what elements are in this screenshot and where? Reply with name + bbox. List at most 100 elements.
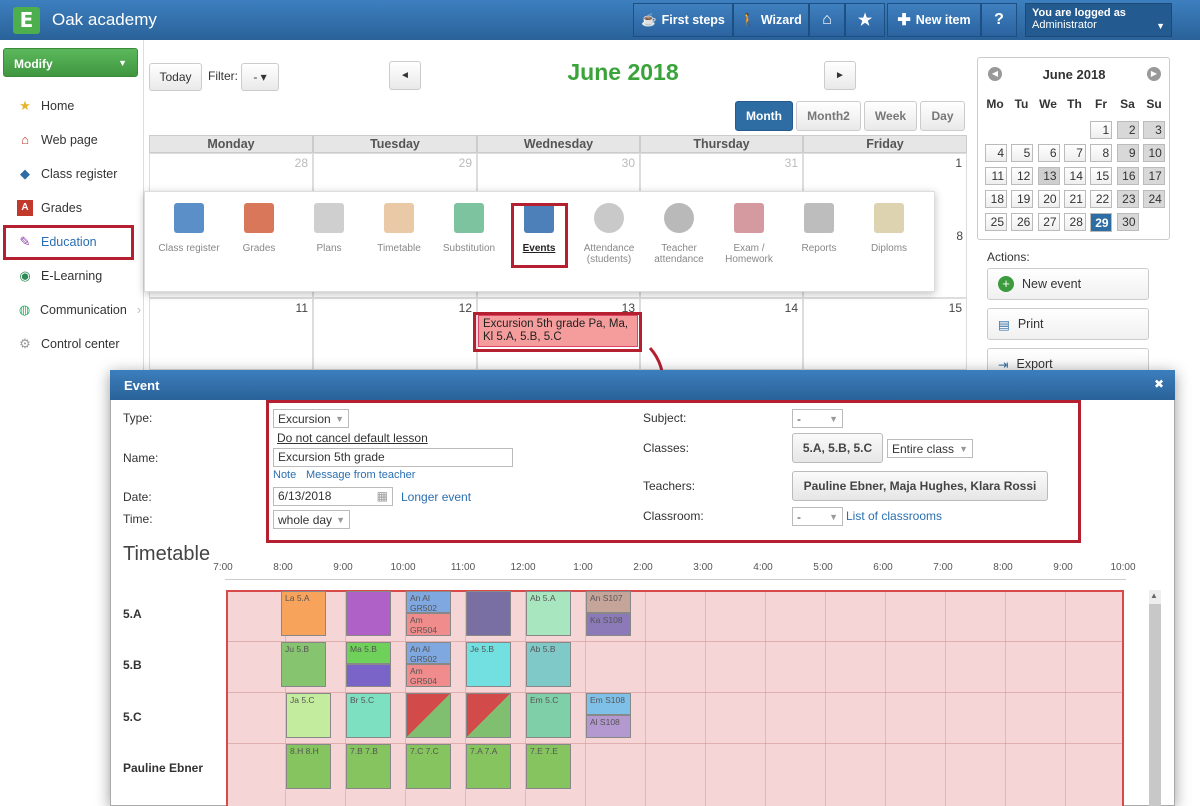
popup-item-plans[interactable]: Plans — [294, 203, 364, 254]
lesson-block[interactable]: 8.H 8.H — [286, 744, 331, 789]
mini-calendar-day[interactable]: 4 — [985, 144, 1007, 162]
mini-calendar-day[interactable]: 3 — [1142, 121, 1165, 139]
mini-calendar-day[interactable]: 29 — [1090, 213, 1113, 232]
lesson-block[interactable] — [466, 591, 511, 636]
lesson-block[interactable]: An Al GR502 — [406, 591, 451, 613]
lesson-block[interactable]: Em 5.C — [526, 693, 571, 738]
lesson-block[interactable]: 7.C 7.C — [406, 744, 451, 789]
view-month-button[interactable]: Month — [735, 101, 793, 131]
popup-item-grades[interactable]: Grades — [224, 203, 294, 254]
mini-calendar-day[interactable]: 27 — [1037, 213, 1060, 231]
wizard-button[interactable]: 🚶 Wizard — [733, 3, 809, 37]
popup-item-class-register[interactable]: Class register — [154, 203, 224, 254]
class-scope-select[interactable]: Entire class ▼ — [887, 439, 973, 458]
note-link[interactable]: Note — [273, 469, 297, 481]
popup-item-timetable[interactable]: Timetable — [364, 203, 434, 254]
no-cancel-lesson-link[interactable]: Do not cancel default lesson — [277, 431, 428, 445]
scroll-up-icon[interactable]: ▲ — [1150, 591, 1158, 600]
print-button[interactable]: ▤ Print — [987, 308, 1149, 340]
popup-item-diploms[interactable]: Diploms — [854, 203, 924, 254]
sidebar-item-control-center[interactable]: ⚙ Control center — [3, 329, 141, 359]
mini-calendar-day[interactable]: 21 — [1063, 190, 1086, 208]
mini-prev-icon[interactable]: ◀ — [988, 67, 1002, 81]
lesson-block[interactable]: 7.A 7.A — [466, 744, 511, 789]
mini-calendar-day[interactable]: 2 — [1116, 121, 1139, 139]
lesson-block[interactable] — [346, 591, 391, 636]
mini-calendar-day[interactable]: 15 — [1090, 167, 1113, 185]
sidebar-item-e-learning[interactable]: ◉ E-Learning — [3, 261, 141, 291]
classroom-select[interactable]: - ▼ — [792, 507, 843, 526]
lesson-block[interactable]: Em S108 — [586, 693, 631, 715]
mini-calendar-day[interactable]: 5 — [1011, 144, 1034, 162]
calendar-day[interactable]: 11 — [149, 298, 313, 370]
lesson-block[interactable]: Ja 5.C — [286, 693, 331, 738]
first-steps-button[interactable]: ☕ First steps — [633, 3, 733, 37]
lesson-block[interactable]: 7.B 7.B — [346, 744, 391, 789]
time-select[interactable]: whole day ▼ — [273, 510, 350, 529]
mini-calendar-day[interactable]: 18 — [985, 190, 1007, 208]
help-button[interactable]: ? — [981, 3, 1017, 37]
type-select[interactable]: Excursion ▼ — [273, 409, 349, 428]
calendar-icon[interactable]: ▦ — [376, 489, 388, 503]
lesson-block[interactable]: Ju 5.B — [281, 642, 326, 687]
mini-calendar-day[interactable]: 16 — [1116, 167, 1139, 185]
mini-calendar-day[interactable]: 7 — [1063, 144, 1086, 162]
lesson-block[interactable] — [466, 693, 511, 738]
mini-calendar-day[interactable]: 1 — [1090, 121, 1113, 139]
mini-calendar-day[interactable]: 20 — [1037, 190, 1060, 208]
mini-calendar-day[interactable]: 14 — [1063, 167, 1086, 185]
user-menu[interactable]: You are logged as Administrator ▼ — [1025, 3, 1172, 37]
sidebar-item-web-page[interactable]: ⌂ Web page — [3, 125, 141, 155]
lesson-block[interactable]: Al S108 — [586, 715, 631, 738]
calendar-day[interactable]: 12 — [313, 298, 477, 370]
popup-item-substitution[interactable]: Substitution — [434, 203, 504, 254]
mini-calendar-day[interactable]: 30 — [1116, 213, 1139, 231]
lesson-block[interactable]: An Al GR502 — [406, 642, 451, 664]
view-day-button[interactable]: Day — [920, 101, 965, 131]
lesson-block[interactable]: 7.E 7.E — [526, 744, 571, 789]
new-item-button[interactable]: ✚ New item — [887, 3, 981, 37]
mini-calendar-day[interactable]: 6 — [1037, 144, 1060, 162]
prev-month-button[interactable]: ◄ — [389, 61, 421, 90]
lesson-block[interactable] — [406, 693, 451, 738]
popup-item-reports[interactable]: Reports — [784, 203, 854, 254]
lesson-block[interactable]: Am GR504 — [406, 664, 451, 687]
popup-item-exam[interactable]: Exam / Homework — [714, 203, 784, 265]
mini-calendar-day[interactable]: 28 — [1063, 213, 1086, 231]
today-button[interactable]: Today — [149, 63, 202, 91]
scrollbar-thumb[interactable] — [1149, 604, 1161, 806]
lesson-block[interactable]: La 5.A — [281, 591, 326, 636]
lesson-block[interactable]: Br 5.C — [346, 693, 391, 738]
sidebar-item-grades[interactable]: A Grades — [3, 193, 141, 223]
app-logo[interactable]: E — [13, 7, 40, 34]
name-field[interactable]: Excursion 5th grade — [273, 448, 513, 467]
view-week-button[interactable]: Week — [864, 101, 917, 131]
lesson-block[interactable]: Ka S108 — [586, 613, 631, 636]
list-classrooms-link[interactable]: List of classrooms — [846, 509, 943, 523]
mini-calendar-day[interactable]: 12 — [1011, 167, 1034, 185]
popup-item-attendance[interactable]: Attendance (students) — [574, 203, 644, 265]
mini-calendar-day[interactable]: 8 — [1090, 144, 1113, 162]
calendar-day[interactable]: 15 — [803, 298, 967, 370]
next-month-button[interactable]: ► — [824, 61, 856, 90]
sidebar-item-home[interactable]: ★ Home — [3, 91, 141, 121]
new-event-button[interactable]: + New event — [987, 268, 1149, 300]
mini-calendar-day[interactable]: 26 — [1011, 213, 1034, 231]
lesson-block[interactable]: An S107 — [586, 591, 631, 613]
mini-calendar-day[interactable]: 25 — [985, 213, 1007, 231]
popup-item-teacher-attendance[interactable]: Teacher attendance — [644, 203, 714, 265]
calendar-event[interactable]: Excursion 5th grade Pa, Ma, Kl 5.A, 5.B,… — [478, 315, 638, 347]
modify-button[interactable]: Modify ▼ — [3, 48, 138, 77]
lesson-block[interactable]: Ab 5.B — [526, 642, 571, 687]
message-teacher-link[interactable]: Message from teacher — [306, 469, 416, 481]
lesson-block[interactable]: Ab 5.A — [526, 591, 571, 636]
mini-calendar-day[interactable]: 17 — [1142, 167, 1165, 185]
mini-calendar-day[interactable]: 11 — [985, 167, 1007, 185]
sidebar-item-education[interactable]: ✎ Education — [3, 227, 141, 257]
lesson-block[interactable]: Je 5.B — [466, 642, 511, 687]
close-icon[interactable]: ✖ — [1154, 377, 1165, 391]
longer-event-link[interactable]: Longer event — [401, 490, 472, 504]
mini-calendar-day[interactable]: 9 — [1116, 144, 1139, 162]
classes-button[interactable]: 5.A, 5.B, 5.C — [792, 433, 883, 463]
popup-item-events[interactable]: Events — [504, 203, 574, 254]
